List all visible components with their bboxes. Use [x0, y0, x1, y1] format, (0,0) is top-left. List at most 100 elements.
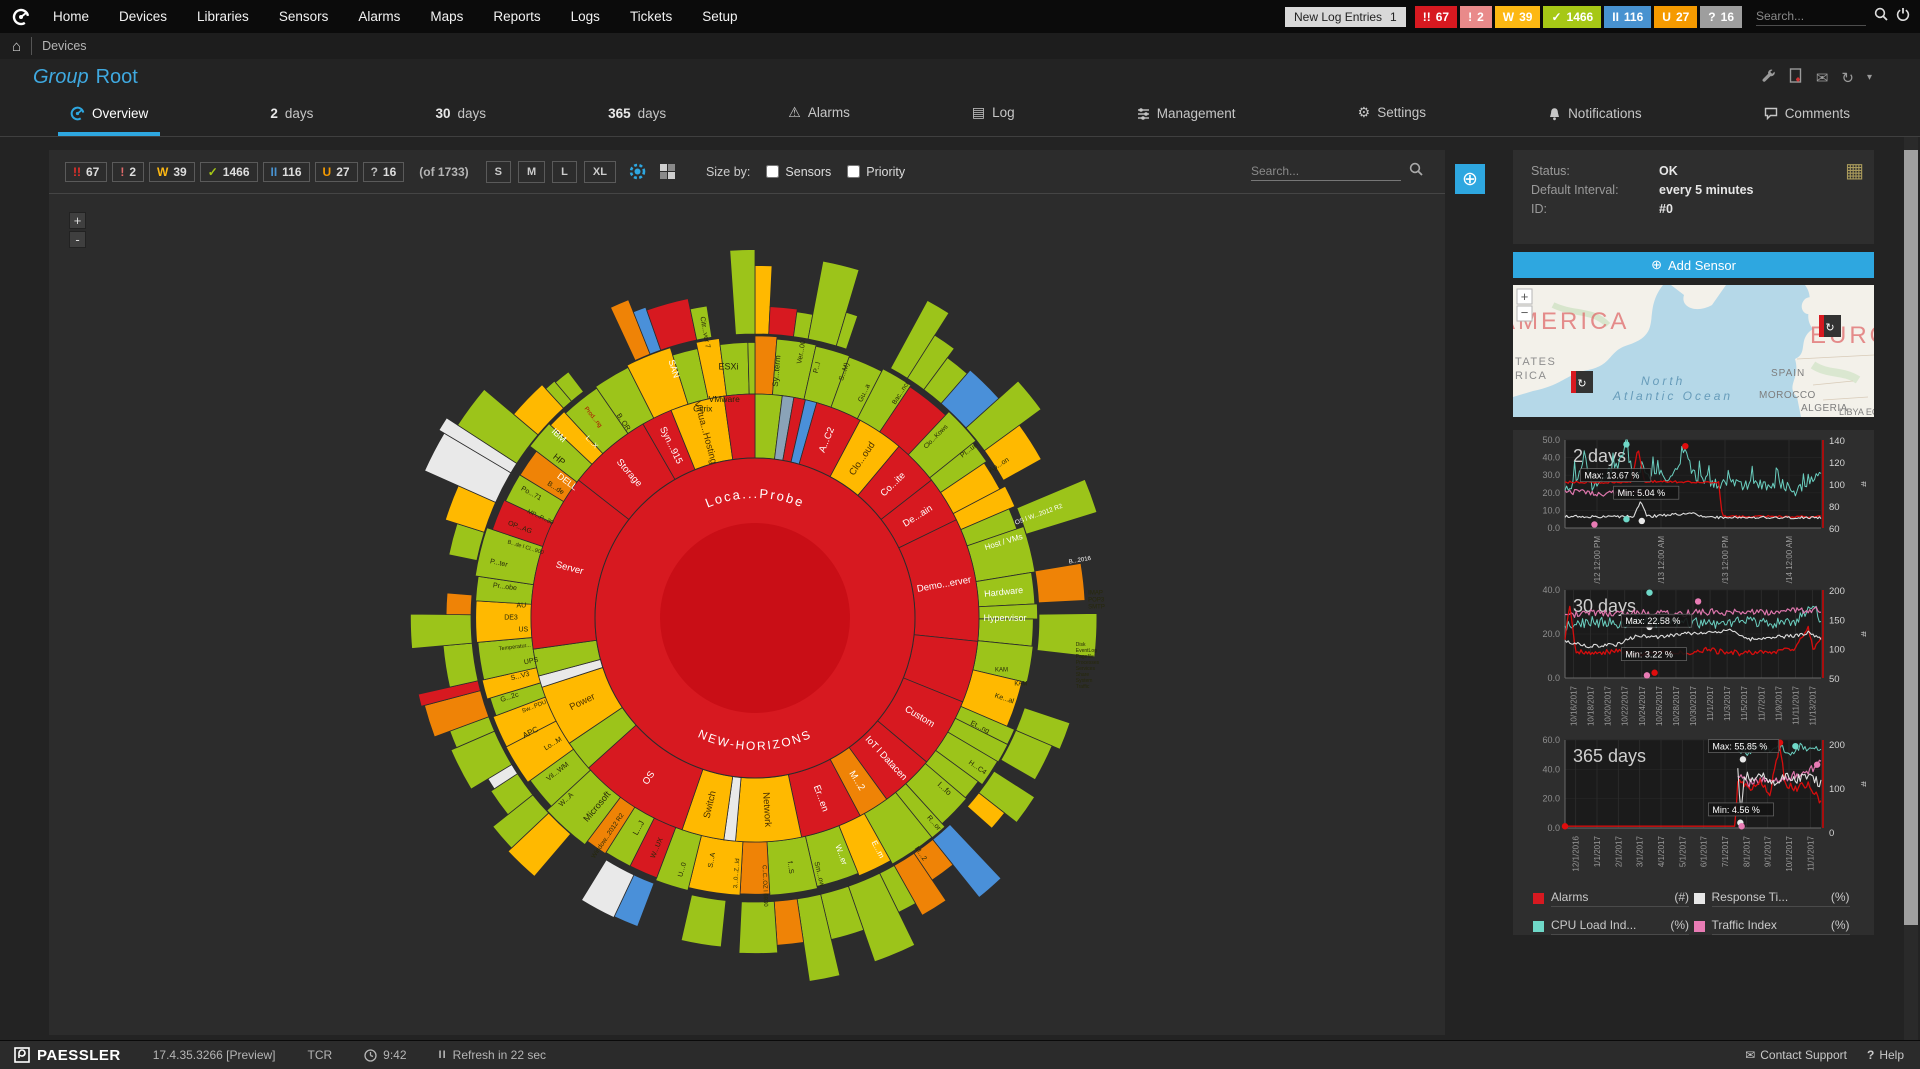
tab-comments[interactable]: Comments: [1752, 106, 1862, 136]
log-list-icon: ▤: [972, 104, 985, 121]
size-l-button[interactable]: L: [552, 161, 577, 183]
svg-text:↻: ↻: [1577, 378, 1586, 390]
page-scrollbar[interactable]: [1904, 137, 1918, 1069]
tile-view-icon[interactable]: [659, 163, 676, 180]
status-badge-down[interactable]: !!67: [1415, 6, 1457, 28]
tree-search-input[interactable]: [1251, 162, 1401, 181]
tab-2-days[interactable]: 2 days: [258, 106, 325, 136]
size-by-sensors-checkbox[interactable]: Sensors: [766, 165, 831, 179]
svg-text:#: #: [1858, 631, 1866, 637]
nav-tickets[interactable]: Tickets: [615, 0, 687, 33]
legend-alarms[interactable]: Alarms(#): [1533, 890, 1694, 907]
map-device-marker[interactable]: ↻: [1571, 371, 1593, 393]
nav-libraries[interactable]: Libraries: [182, 0, 264, 33]
nav-maps[interactable]: Maps: [415, 0, 478, 33]
logout-power-icon[interactable]: [1896, 7, 1910, 26]
tab-log[interactable]: ▤ Log: [960, 104, 1027, 136]
filter-up[interactable]: ✓1466: [200, 162, 258, 182]
sensors-checkbox-input[interactable]: [766, 165, 779, 178]
filter-unknown[interactable]: ?16: [363, 162, 405, 182]
refresh-countdown[interactable]: II Refresh in 22 sec: [439, 1048, 547, 1062]
nav-reports[interactable]: Reports: [478, 0, 555, 33]
home-icon[interactable]: ⌂: [12, 38, 21, 55]
svg-text:100: 100: [1829, 645, 1845, 656]
tab-overview[interactable]: Overview: [58, 106, 160, 136]
tab-notifications[interactable]: Notifications: [1536, 106, 1654, 136]
contact-support-link[interactable]: ✉ Contact Support: [1745, 1048, 1847, 1062]
size-by-priority-checkbox[interactable]: Priority: [847, 165, 905, 179]
svg-text:ESXi: ESXi: [719, 361, 739, 371]
paused-count: 116: [1624, 10, 1643, 24]
legend-cpu-load[interactable]: CPU Load Ind...(%): [1533, 918, 1694, 935]
paessler-brand[interactable]: PAESSLER: [14, 1047, 121, 1064]
nav-home[interactable]: Home: [38, 0, 104, 33]
search-icon[interactable]: [1409, 162, 1423, 181]
svg-text:100: 100: [1829, 784, 1845, 795]
svg-text:11/7/2017: 11/7/2017: [1757, 685, 1766, 721]
refresh-label: Refresh in 22 sec: [453, 1048, 546, 1062]
add-sensor-button[interactable]: ⊕ Add Sensor: [1513, 252, 1874, 278]
filter-down[interactable]: !!67: [65, 162, 107, 182]
status-badge-down-ack[interactable]: !2: [1460, 6, 1492, 28]
pause-refresh-icon[interactable]: II: [439, 1049, 447, 1061]
add-report-icon[interactable]: [1789, 68, 1803, 87]
graph-365-days[interactable]: 60.040.020.00.012/1/20161/1/20172/1/2017…: [1521, 734, 1866, 884]
scrollbar-thumb[interactable]: [1904, 150, 1918, 925]
zoom-out-button[interactable]: -: [69, 231, 86, 248]
status-badge-up[interactable]: ✓1466: [1543, 6, 1601, 28]
nav-alarms[interactable]: Alarms: [343, 0, 415, 33]
tab-30-days[interactable]: 30 days: [423, 106, 498, 136]
graph-30-days[interactable]: 40.020.00.010/16/201710/18/201710/20/201…: [1521, 584, 1866, 734]
legend-response-time[interactable]: Response Ti...(%): [1694, 890, 1855, 907]
zoom-in-button[interactable]: +: [69, 212, 86, 229]
wrench-icon[interactable]: [1761, 68, 1776, 87]
legend-traffic-index[interactable]: Traffic Index(%): [1694, 918, 1855, 935]
filter-warning[interactable]: W39: [149, 162, 195, 182]
status-badge-paused[interactable]: II116: [1604, 6, 1651, 28]
map-zoom-in-button[interactable]: +: [1517, 289, 1532, 304]
size-s-button[interactable]: S: [486, 161, 511, 183]
tab-settings[interactable]: ⚙ Settings: [1346, 104, 1438, 136]
new-log-entries-button[interactable]: New Log Entries 1: [1285, 7, 1406, 27]
nav-devices[interactable]: Devices: [104, 0, 182, 33]
refresh-icon[interactable]: ↻: [1841, 69, 1854, 87]
nav-logs[interactable]: Logs: [556, 0, 615, 33]
tab-365-days[interactable]: 365 days: [596, 106, 678, 136]
mini-graphs-card: 50.040.030.020.010.00.011/12 12:00 PM11/…: [1513, 430, 1874, 935]
global-search-input[interactable]: [1756, 7, 1866, 26]
priority-checkbox-input[interactable]: [847, 165, 860, 178]
svg-text:200: 200: [1829, 740, 1845, 751]
status-badge-unknown[interactable]: ?16: [1700, 6, 1742, 28]
status-badge-warning[interactable]: W39: [1495, 6, 1541, 28]
filter-down-ack[interactable]: !2: [112, 162, 144, 182]
tab-alarms[interactable]: ⚠ Alarms: [776, 104, 862, 136]
sunburst-view-icon[interactable]: [628, 162, 647, 181]
server-label: TCR: [308, 1048, 333, 1062]
graph-2-days[interactable]: 50.040.030.020.010.00.011/12 12:00 PM11/…: [1521, 434, 1866, 584]
search-icon[interactable]: [1874, 7, 1888, 26]
filter-paused[interactable]: II116: [263, 162, 310, 182]
down-count: 67: [1436, 10, 1449, 24]
unknown-icon: ?: [371, 165, 378, 179]
sunburst-chart[interactable]: A...C2Clo...oudCo...iteDe...ainDemo...er…: [49, 195, 1445, 1035]
filter-unusual[interactable]: U27: [315, 162, 358, 182]
tab-2days-num: 2: [270, 106, 278, 121]
chevron-down-icon[interactable]: ▾: [1867, 72, 1872, 83]
size-xl-button[interactable]: XL: [584, 161, 616, 183]
svg-text:365 days: 365 days: [1573, 746, 1646, 766]
tab-management[interactable]: Management: [1125, 106, 1248, 136]
svg-text:10/28/2017: 10/28/2017: [1672, 685, 1681, 726]
geo-map[interactable]: AMERICA EUROPE TATES RICA SPAIN MOROCCO …: [1513, 285, 1874, 417]
nav-sensors[interactable]: Sensors: [264, 0, 344, 33]
svg-text:10/24/2017: 10/24/2017: [1638, 685, 1647, 726]
map-device-marker[interactable]: ↻: [1819, 315, 1841, 337]
breadcrumb-devices[interactable]: Devices: [42, 39, 86, 53]
mail-icon[interactable]: ✉: [1816, 69, 1829, 87]
qr-code-icon[interactable]: ▦: [1845, 158, 1864, 183]
status-badge-unusual[interactable]: U27: [1654, 6, 1697, 28]
nav-setup[interactable]: Setup: [687, 0, 752, 33]
size-m-button[interactable]: M: [518, 161, 545, 183]
add-group-button[interactable]: ⊕: [1455, 164, 1485, 194]
help-link[interactable]: ? Help: [1867, 1048, 1904, 1062]
map-zoom-out-button[interactable]: −: [1517, 305, 1532, 321]
